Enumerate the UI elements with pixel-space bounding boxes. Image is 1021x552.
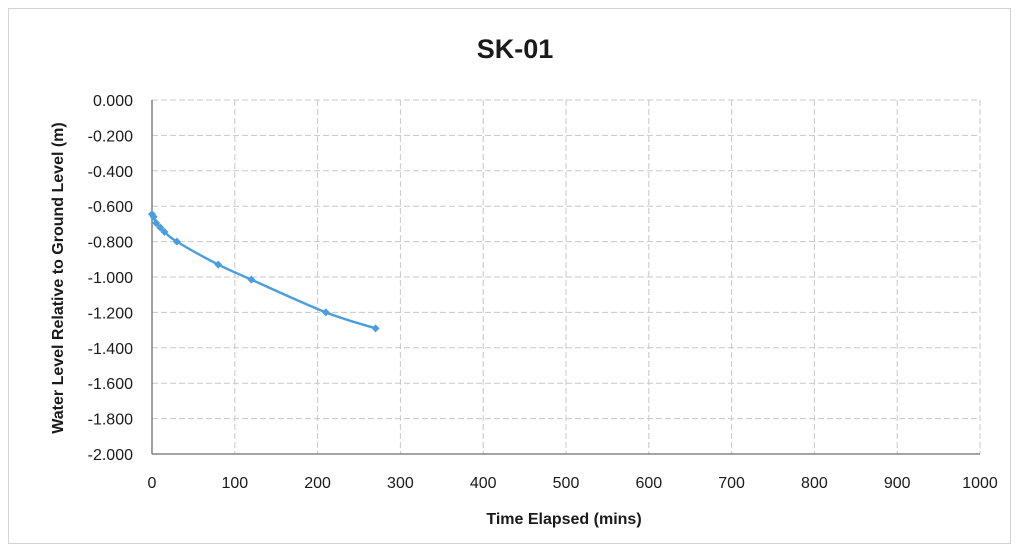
y-tick-label: -0.200 — [88, 128, 133, 145]
x-tick-label: 1000 — [962, 475, 998, 492]
series-layer — [148, 210, 380, 333]
chart-frame — [8, 8, 1011, 544]
y-tick-label: -2.000 — [88, 447, 133, 464]
y-tick-labels: 0.000 -0.200 -0.400 -0.600 -0.800 -1.000 -1.20… — [88, 93, 133, 464]
x-tick-label: 200 — [304, 475, 331, 492]
y-tick-label: 0.000 — [93, 93, 133, 110]
y-tick-label: -0.800 — [88, 235, 133, 252]
axes — [151, 100, 980, 455]
data-point — [214, 260, 223, 269]
y-tick-label: -1.200 — [88, 305, 133, 322]
data-point — [149, 212, 158, 221]
x-tick-label: 500 — [553, 475, 580, 492]
y-tick-label: -1.000 — [88, 270, 133, 287]
x-tick-label: 900 — [884, 475, 911, 492]
data-point — [160, 227, 169, 236]
y-tick-label: -1.600 — [88, 376, 133, 393]
data-point — [156, 223, 165, 232]
x-tick-label: 300 — [387, 475, 414, 492]
data-point — [247, 275, 256, 284]
y-tick-label: -1.400 — [88, 341, 133, 358]
y-tick-label: -1.800 — [88, 412, 133, 429]
x-tick-label: 800 — [801, 475, 828, 492]
x-tick-labels: 0 100 200 300 400 500 600 700 800 900 1000 — [148, 475, 998, 492]
series-line — [150, 213, 376, 330]
data-point — [172, 237, 181, 246]
x-tick-label: 0 — [148, 475, 157, 492]
gridlines — [152, 99, 981, 454]
x-tick-label: 600 — [635, 475, 662, 492]
y-tick-label: -0.600 — [88, 199, 133, 216]
x-tick-label: 400 — [470, 475, 497, 492]
data-point — [321, 308, 330, 317]
x-tick-label: 100 — [221, 475, 248, 492]
x-axis-title: Time Elapsed (mins) — [486, 511, 641, 528]
x-tick-label: 700 — [718, 475, 745, 492]
data-point — [371, 324, 380, 333]
y-tick-label: -0.400 — [88, 164, 133, 181]
chart-title: SK-01 — [477, 34, 554, 64]
y-axis-title: Water Level Relative to Ground Level (m) — [50, 122, 67, 433]
data-point — [152, 219, 161, 228]
